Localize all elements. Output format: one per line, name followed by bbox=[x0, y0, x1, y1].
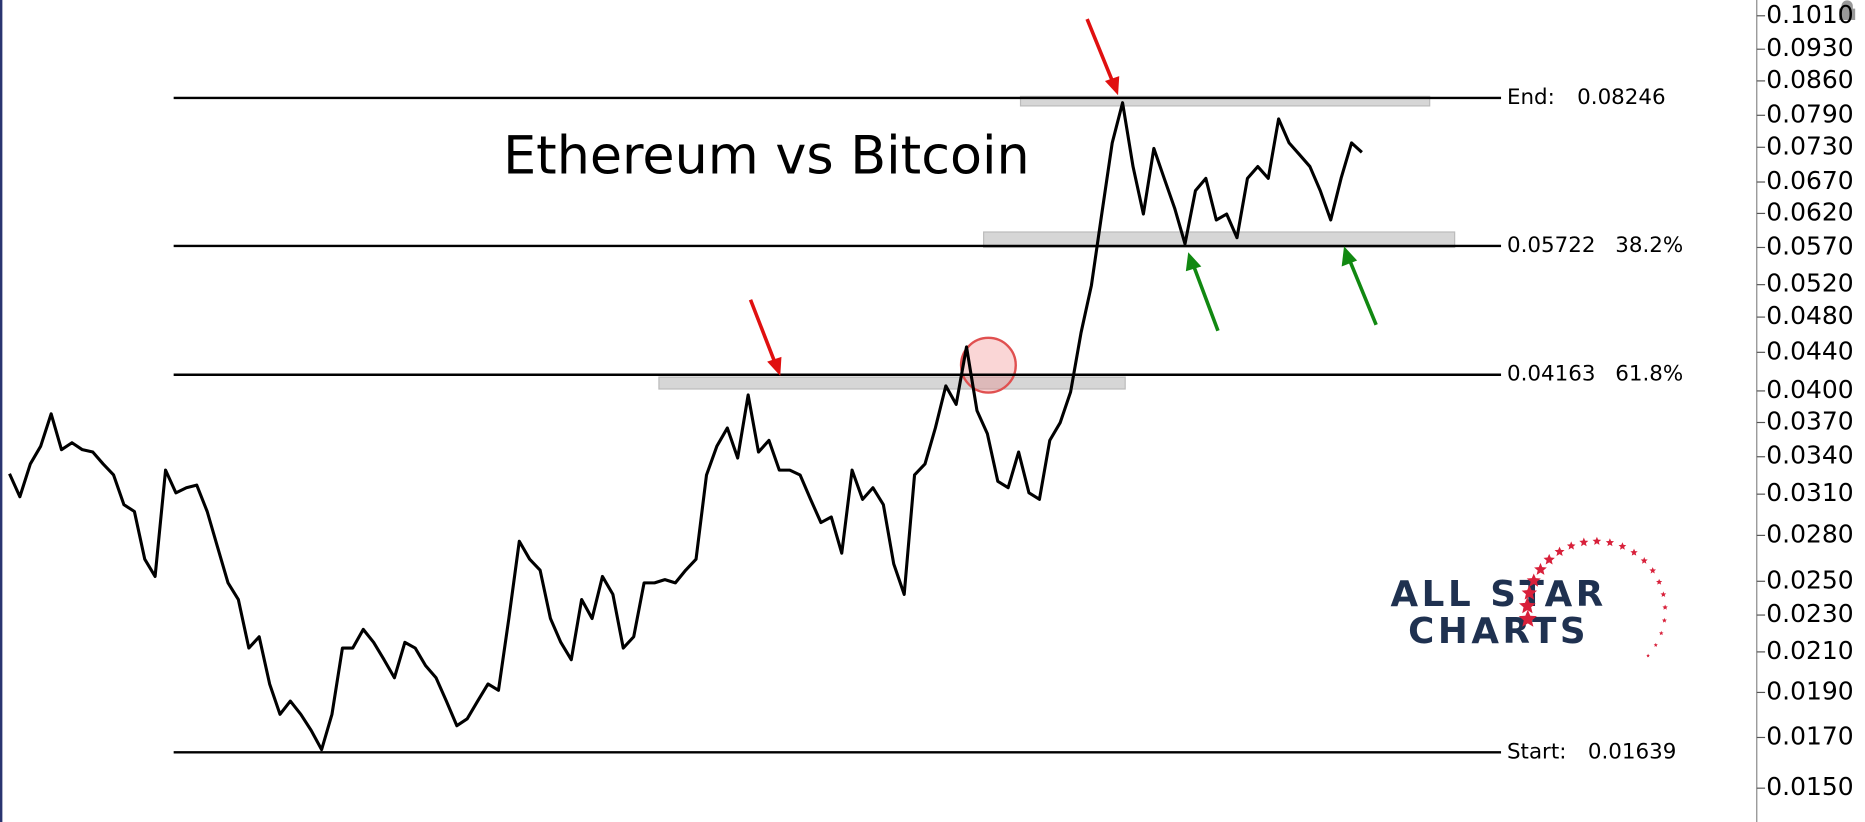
level-name: End: bbox=[1507, 85, 1555, 110]
logo-star bbox=[1662, 604, 1668, 610]
logo-star bbox=[1534, 562, 1547, 575]
arrow bbox=[1347, 257, 1378, 326]
y-tick-label: 0.0930 bbox=[1766, 33, 1853, 62]
y-tick-label: 0.1010 bbox=[1766, 0, 1853, 29]
y-tick-label: 0.0790 bbox=[1766, 99, 1853, 128]
y-tick-label: 0.0400 bbox=[1766, 375, 1853, 404]
level-value: 0.04163 bbox=[1507, 362, 1595, 387]
logo-star bbox=[1646, 653, 1650, 658]
logo-star bbox=[1653, 642, 1658, 647]
y-tick-label: 0.0340 bbox=[1766, 441, 1853, 470]
arrow-head bbox=[1104, 76, 1120, 96]
highlight-band bbox=[983, 231, 1456, 249]
y-tick-label: 0.0620 bbox=[1766, 197, 1853, 226]
y-tick-label: 0.0250 bbox=[1766, 565, 1853, 594]
lock-icon bbox=[1839, 0, 1856, 20]
logo-star bbox=[1605, 538, 1615, 547]
logo-star bbox=[1630, 548, 1638, 556]
logo-star bbox=[1526, 573, 1541, 587]
y-tick-label: 0.0190 bbox=[1766, 676, 1853, 705]
arrow-head bbox=[1185, 252, 1202, 272]
arrow bbox=[748, 299, 778, 365]
logo-star bbox=[1518, 609, 1537, 627]
y-tick-label: 0.0570 bbox=[1766, 231, 1853, 260]
logo-star bbox=[1640, 557, 1648, 564]
level-value: 0.05722 bbox=[1507, 233, 1595, 258]
arrow-head bbox=[1341, 246, 1358, 267]
logo-star bbox=[1660, 591, 1667, 597]
y-tick-label: 0.0150 bbox=[1766, 772, 1853, 801]
logo-star bbox=[1518, 597, 1536, 614]
logo-star bbox=[1661, 617, 1667, 623]
level-percent: 61.8% bbox=[1615, 362, 1683, 387]
highlight-circle bbox=[959, 336, 1017, 394]
y-tick-label: 0.0730 bbox=[1766, 131, 1853, 160]
logo-stars bbox=[1518, 536, 1668, 658]
y-tick-label: 0.0860 bbox=[1766, 65, 1853, 94]
price-line bbox=[8, 101, 1363, 752]
level-value: 0.08246 bbox=[1577, 85, 1665, 110]
logo-star bbox=[1543, 553, 1555, 565]
logo-star bbox=[1554, 546, 1565, 556]
level-percent: 38.2% bbox=[1615, 233, 1683, 258]
arrows bbox=[748, 18, 1378, 376]
y-tick-label: 0.0480 bbox=[1766, 301, 1853, 330]
logo-star bbox=[1656, 578, 1663, 585]
y-tick-label: 0.0280 bbox=[1766, 519, 1853, 548]
level-value: 0.01639 bbox=[1588, 739, 1676, 764]
logo-star bbox=[1592, 536, 1602, 545]
logo-text: ALL STAR bbox=[1390, 574, 1606, 615]
y-tick-label: 0.0520 bbox=[1766, 269, 1853, 298]
arrow-head bbox=[767, 356, 782, 376]
logo-star bbox=[1649, 567, 1657, 574]
y-tick-label: 0.0230 bbox=[1766, 599, 1853, 628]
y-tick-label: 0.0310 bbox=[1766, 478, 1853, 507]
y-tick-label: 0.0170 bbox=[1766, 721, 1853, 750]
logo-text: CHARTS bbox=[1408, 611, 1589, 652]
logo-star bbox=[1618, 542, 1627, 550]
logo-star bbox=[1579, 537, 1589, 547]
arrow bbox=[1085, 18, 1115, 84]
chart-title: Ethereum vs Bitcoin bbox=[503, 125, 1030, 186]
highlight-band bbox=[1019, 95, 1431, 107]
logo-star bbox=[1566, 541, 1576, 550]
y-tick-label: 0.0370 bbox=[1766, 407, 1853, 436]
highlight-band bbox=[658, 376, 1126, 390]
logo-star bbox=[1658, 630, 1664, 636]
y-tick-label: 0.0670 bbox=[1766, 166, 1853, 195]
y-tick-label: 0.0440 bbox=[1766, 336, 1853, 365]
logo-star bbox=[1521, 585, 1538, 600]
level-name: Start: bbox=[1507, 739, 1566, 764]
y-tick-label: 0.0210 bbox=[1766, 636, 1853, 665]
arrow bbox=[1191, 263, 1220, 332]
